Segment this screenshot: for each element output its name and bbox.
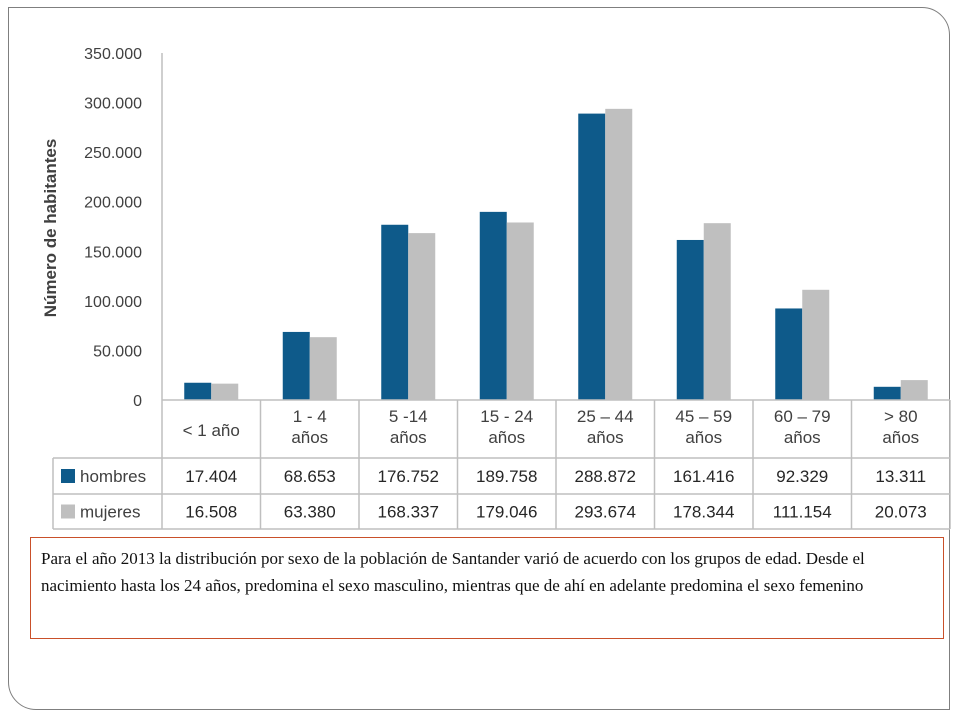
bar-mujeres-1 [309,337,337,400]
data-label-mujeres: 111.154 [773,503,832,522]
bar-mujeres-7 [900,380,928,400]
data-label-hombres: 68.653 [284,467,336,486]
bar-hombres-7 [873,386,901,400]
bar-chart: Número de habitantes 0 50.000 100.000 150.0… [41,46,951,530]
data-label-hombres: 17.404 [185,467,237,486]
x-tick-label: 1 - 4 [293,407,327,426]
bar-hombres-1 [282,331,310,400]
data-label-hombres: 161.416 [673,467,734,486]
data-label-mujeres: 293.674 [575,503,636,522]
bar-mujeres-5 [703,223,731,400]
y-tick-label: 100.000 [84,294,142,311]
data-label-hombres: 13.311 [875,467,926,486]
x-tick-label: 45 – 59 [675,407,732,426]
y-tick-label: 50.000 [93,343,142,360]
bar-hombres-0 [184,382,212,400]
y-tick-label: 200.000 [84,195,142,212]
data-label-hombres: 176.752 [378,467,439,486]
data-label-mujeres: 178.344 [673,503,734,522]
x-tick-label: 5 -14 [389,407,428,426]
legend-label-hombres: hombres [80,467,146,486]
bars [161,53,928,401]
y-axis-ticks: 0 50.000 100.000 150.000 200.000 250.000 300.0… [84,46,142,410]
y-tick-label: 0 [133,393,142,410]
data-label-hombres: 92.329 [776,467,828,486]
x-tick-label: años [390,428,427,447]
data-label-mujeres: 20.073 [875,503,927,522]
y-tick-label: 150.000 [84,244,142,261]
legend-swatch-hombres [61,469,75,483]
x-tick-label: > 80 [884,407,918,426]
bar-hombres-5 [676,239,704,400]
x-tick-label: < 1 año [183,421,240,440]
x-tick-label: 25 – 44 [577,407,634,426]
data-label-mujeres: 63.380 [284,503,336,522]
x-tick-label: 15 - 24 [480,407,533,426]
bar-hombres-3 [479,211,507,400]
data-table: < 1 año 1 - 4 años 5 -14 años 15 - 24 años 25 –… [52,399,951,530]
x-tick-label: 60 – 79 [774,407,831,426]
bar-hombres-2 [381,224,409,400]
bar-hombres-6 [775,308,803,400]
y-tick-label: 250.000 [84,145,142,162]
x-tick-label: años [685,428,722,447]
data-label-mujeres: 16.508 [185,503,237,522]
y-tick-label: 350.000 [84,46,142,63]
x-tick-label: años [291,428,328,447]
legend-label-mujeres: mujeres [80,503,140,522]
bar-mujeres-6 [802,289,830,400]
x-tick-label: años [882,428,919,447]
data-label-hombres: 189.758 [476,467,537,486]
data-label-hombres: 288.872 [575,467,636,486]
x-tick-label: años [587,428,624,447]
y-axis-label: Número de habitantes [41,139,60,318]
legend-swatch-mujeres [61,504,75,519]
bar-mujeres-0 [211,383,239,400]
bar-mujeres-4 [605,108,633,401]
bar-hombres-4 [578,113,606,401]
data-label-mujeres: 179.046 [476,503,537,522]
data-label-mujeres: 168.337 [378,503,439,522]
y-tick-label: 300.000 [84,96,142,113]
chart-caption: Para el año 2013 la distribución por sex… [30,537,944,639]
bar-mujeres-2 [408,233,436,400]
x-tick-label: años [784,428,821,447]
x-tick-label: años [488,428,525,447]
bar-mujeres-3 [506,222,534,400]
